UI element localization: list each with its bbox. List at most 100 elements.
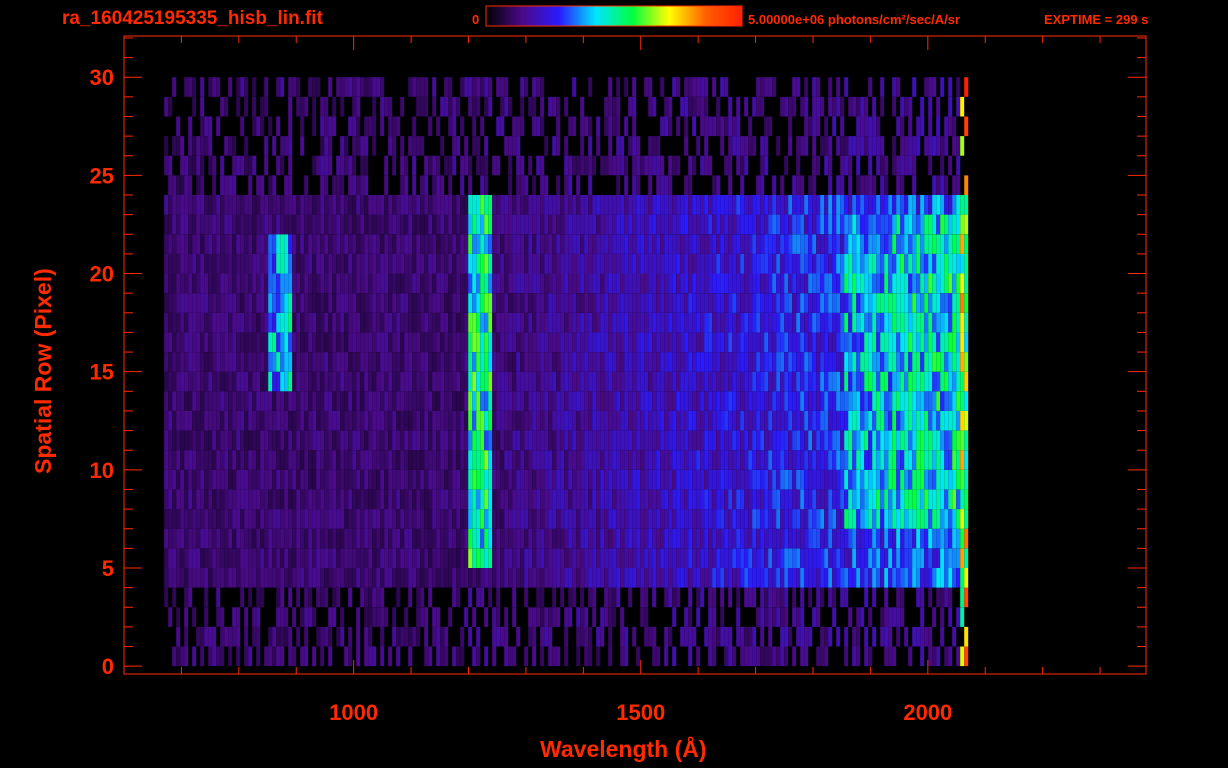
heatmap-cell [908,489,913,510]
heatmap-cell [696,450,701,470]
heatmap-cell [224,293,229,313]
heatmap-cell [444,646,449,667]
heatmap-cell [376,332,381,352]
heatmap-cell [284,136,289,156]
heatmap-cell [796,568,801,588]
heatmap-cell [656,312,661,333]
heatmap-cell [832,430,837,451]
heatmap-cell [872,253,877,274]
heatmap-cell [372,469,377,490]
heatmap-cell [340,528,345,549]
heatmap-cell [872,626,877,647]
heatmap-cell [620,568,625,588]
heatmap-cell [392,312,397,333]
heatmap-cell [880,352,885,372]
heatmap-cell [892,371,897,392]
heatmap-cell [372,450,377,470]
heatmap-cell [288,489,293,510]
heatmap-cell [176,607,181,627]
heatmap-cell [188,155,193,176]
heatmap-cell [888,626,893,647]
heatmap-cell [720,293,725,313]
heatmap-cell [452,568,457,588]
heatmap-cell [348,410,353,431]
heatmap-cell [672,450,677,470]
heatmap-cell [264,489,269,510]
heatmap-cell [784,293,789,313]
heatmap-cell [940,509,945,529]
heatmap-cell [896,253,901,274]
heatmap-cell [484,332,489,352]
heatmap-cell [764,253,769,274]
heatmap-cell [356,430,361,451]
heatmap-cell [340,332,345,352]
heatmap-cell [832,312,837,333]
heatmap-cell [276,332,281,352]
heatmap-cell [316,587,321,608]
heatmap-cell [752,312,757,333]
heatmap-cell [296,489,301,510]
heatmap-cell [300,312,305,333]
heatmap-cell [176,391,181,411]
heatmap-cell [396,489,401,510]
heatmap-cell [604,352,609,372]
heatmap-cell [472,293,477,313]
heatmap-cell [812,293,817,313]
heatmap-cell [300,391,305,411]
heatmap-cell [872,332,877,352]
heatmap-cell [660,155,665,176]
heatmap-cell [632,136,637,156]
heatmap-cell [528,489,533,510]
heatmap-cell [544,391,549,411]
heatmap-cell [536,509,541,529]
heatmap-cell [648,352,653,372]
heatmap-cell [236,273,241,294]
heatmap-cell [684,469,689,490]
heatmap-cell [856,352,861,372]
heatmap-cell [888,391,893,411]
heatmap-cell [480,253,485,274]
heatmap-cell [360,175,365,195]
heatmap-cell [736,587,741,608]
heatmap-cell [384,253,389,274]
heatmap-cell [216,568,221,588]
heatmap-cell [172,175,177,195]
heatmap-cell [672,234,677,254]
heatmap-cell [532,116,537,137]
heatmap-cell [704,352,709,372]
heatmap-cell [584,391,589,411]
heatmap-cell [784,489,789,510]
heatmap-cell [728,293,733,313]
heatmap-cell [448,371,453,392]
heatmap-cell [708,116,713,137]
heatmap-cell [844,646,849,667]
heatmap-cell [692,116,697,137]
heatmap-cell [836,528,841,549]
heatmap-cell [764,214,769,235]
heatmap-cell [564,430,569,451]
heatmap-cell [924,214,929,235]
heatmap-cell [332,293,337,313]
heatmap-cell [624,646,629,667]
heatmap-cell [936,587,941,608]
heatmap-cell [352,450,357,470]
heatmap-cell [540,116,545,137]
heatmap-cell [548,391,553,411]
heatmap-cell [804,450,809,470]
heatmap-cell [752,332,757,352]
heatmap-cell [836,214,841,235]
heatmap-cell [908,214,913,235]
heatmap-cell [408,352,413,372]
heatmap-cell [864,214,869,235]
heatmap-cell [864,626,869,647]
heatmap-cell [688,391,693,411]
heatmap-cell [520,312,525,333]
heatmap-cell [792,96,797,117]
heatmap-cell [440,469,445,490]
heatmap-cell [552,528,557,549]
heatmap-cell [240,568,245,588]
heatmap-cell [788,96,793,117]
heatmap-cell [484,469,489,490]
heatmap-cell [272,332,277,352]
heatmap-cell [740,155,745,176]
